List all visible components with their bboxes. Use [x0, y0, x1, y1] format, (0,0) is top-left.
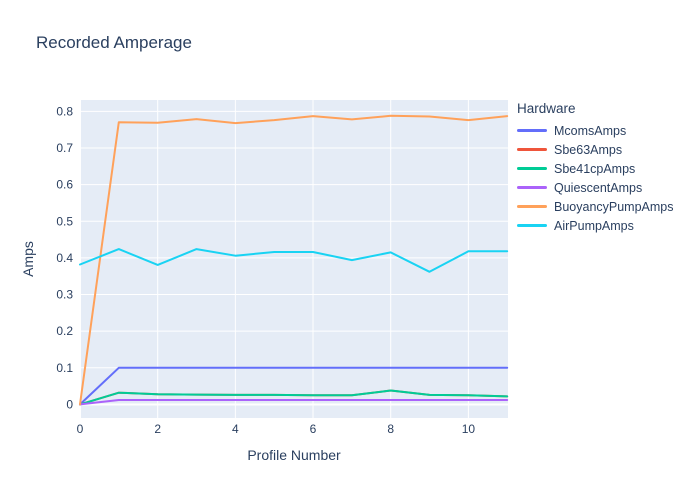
x-tick-label: 6: [310, 422, 317, 436]
y-tick-label: 0: [66, 397, 73, 411]
y-axis-title: Amps: [20, 241, 36, 277]
legend-item-Sbe41cpAmps[interactable]: Sbe41cpAmps: [517, 159, 674, 178]
series-line-Sbe41cpAmps[interactable]: [79, 389, 509, 406]
series-line-QuiescentAmps[interactable]: [79, 399, 509, 406]
x-tick-label: 0: [77, 422, 84, 436]
legend: Hardware McomsAmps Sbe63Amps Sbe41cpAmps Qu…: [517, 101, 674, 235]
legend-item-AirPumpAmps[interactable]: AirPumpAmps: [517, 216, 674, 235]
legend-item-QuiescentAmps[interactable]: QuiescentAmps: [517, 178, 674, 197]
legend-line-swatch: [517, 205, 547, 208]
y-tick-label: 0.6: [56, 178, 73, 192]
y-tick-label: 0.8: [56, 104, 73, 118]
plot-background[interactable]: [80, 100, 508, 418]
legend-item-Sbe63Amps[interactable]: Sbe63Amps: [517, 140, 674, 159]
y-tick-label: 0.5: [56, 214, 73, 228]
legend-item-label: BuoyancyPumpAmps: [554, 199, 674, 214]
chart-title: Recorded Amperage: [36, 33, 192, 52]
x-tick-label: 4: [232, 422, 239, 436]
legend-item-label: Sbe63Amps: [554, 142, 623, 157]
legend-item-label: McomsAmps: [554, 123, 627, 138]
legend-line-swatch: [517, 167, 547, 170]
legend-items: McomsAmps Sbe63Amps Sbe41cpAmps QuiescentAm…: [517, 121, 674, 235]
legend-item-label: AirPumpAmps: [554, 218, 634, 233]
series-line-McomsAmps[interactable]: [79, 366, 509, 406]
series-line-AirPumpAmps[interactable]: [79, 248, 509, 273]
y-tick-label: 0.1: [56, 361, 73, 375]
legend-item-McomsAmps[interactable]: McomsAmps: [517, 121, 674, 140]
y-tick-label: 0.2: [56, 324, 73, 338]
legend-line-swatch: [517, 186, 547, 189]
legend-item-label: Sbe41cpAmps: [554, 161, 636, 176]
legend-item-label: QuiescentAmps: [554, 180, 643, 195]
x-tick-label: 2: [154, 422, 161, 436]
legend-item-BuoyancyPumpAmps[interactable]: BuoyancyPumpAmps: [517, 197, 674, 216]
legend-line-swatch: [517, 224, 547, 227]
legend-line-swatch: [517, 148, 547, 151]
x-tick-label: 10: [462, 422, 476, 436]
legend-line-swatch: [517, 129, 547, 132]
y-tick-label: 0.3: [56, 288, 73, 302]
x-tick-label: 8: [387, 422, 394, 436]
series-line-BuoyancyPumpAmps[interactable]: [79, 114, 509, 406]
y-tick-label: 0.4: [56, 251, 73, 265]
legend-title: Hardware: [517, 101, 576, 116]
y-tick-label: 0.7: [56, 141, 73, 155]
x-axis-title: Profile Number: [247, 447, 341, 463]
